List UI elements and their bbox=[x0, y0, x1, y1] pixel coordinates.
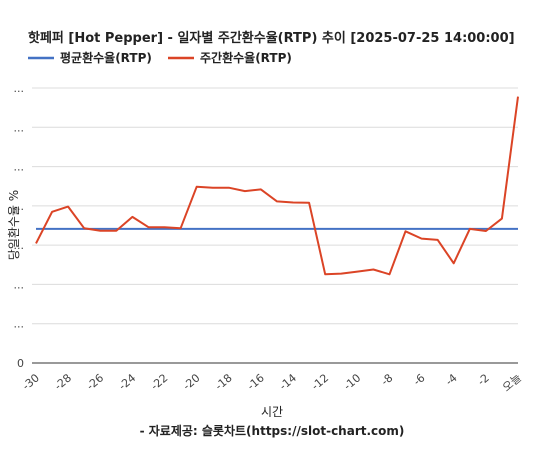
y-axis-label: 당일환수율 % bbox=[7, 190, 21, 260]
y-tick-label: ... bbox=[14, 278, 25, 291]
x-tick-label: -8 bbox=[379, 371, 396, 388]
y-tick-label: ... bbox=[14, 121, 25, 134]
x-tick-label: -28 bbox=[52, 371, 74, 393]
gridlines bbox=[32, 87, 518, 364]
x-tick-label: -12 bbox=[309, 371, 331, 393]
x-axis-label: 시간 bbox=[261, 405, 283, 419]
series-lines bbox=[35, 96, 519, 276]
legend-label-0: 평균환수율(RTP) bbox=[60, 50, 152, 65]
x-tick-label: -20 bbox=[180, 371, 202, 393]
series-line-1 bbox=[35, 96, 519, 276]
x-tick-label: -2 bbox=[475, 371, 492, 388]
x-tick-label: -16 bbox=[245, 371, 267, 393]
y-tick-label: ... bbox=[14, 82, 25, 95]
legend-label-1: 주간환수율(RTP) bbox=[200, 50, 292, 65]
x-tick-label: -6 bbox=[411, 371, 428, 388]
x-tick-label: -24 bbox=[116, 371, 138, 393]
y-tick-label: ... bbox=[14, 161, 25, 174]
y-tick-label: ... bbox=[14, 200, 25, 213]
x-tick-label: -26 bbox=[84, 371, 106, 393]
x-tick-label: -22 bbox=[148, 371, 170, 393]
y-tick-label: ... bbox=[14, 318, 25, 331]
x-tick-label: -18 bbox=[213, 371, 235, 393]
y-tick-label: 0 bbox=[17, 357, 24, 370]
x-tick-label: -30 bbox=[20, 371, 42, 393]
source-credit: - 자료제공: 슬롯차트(https://slot-chart.com) bbox=[140, 423, 405, 438]
legend: 평균환수율(RTP) 주간환수율(RTP) bbox=[28, 50, 292, 65]
y-axis-ticks: ..................... 0 bbox=[14, 82, 25, 370]
x-tick-label: -4 bbox=[443, 371, 460, 388]
x-axis-ticks: -30 -28 -26 -24 -22 -20 -18 -16 -14 -12 -10 -8 -6 -4-… bbox=[20, 371, 524, 394]
y-tick-label: ... bbox=[14, 239, 25, 252]
x-tick-label: 오늘 bbox=[500, 371, 524, 394]
chart-title: 핫페퍼 [Hot Pepper] - 일자별 주간환수율(RTP) 추이 [20… bbox=[28, 30, 515, 46]
x-tick-label: -10 bbox=[341, 371, 363, 393]
x-tick-label: -14 bbox=[277, 371, 299, 393]
